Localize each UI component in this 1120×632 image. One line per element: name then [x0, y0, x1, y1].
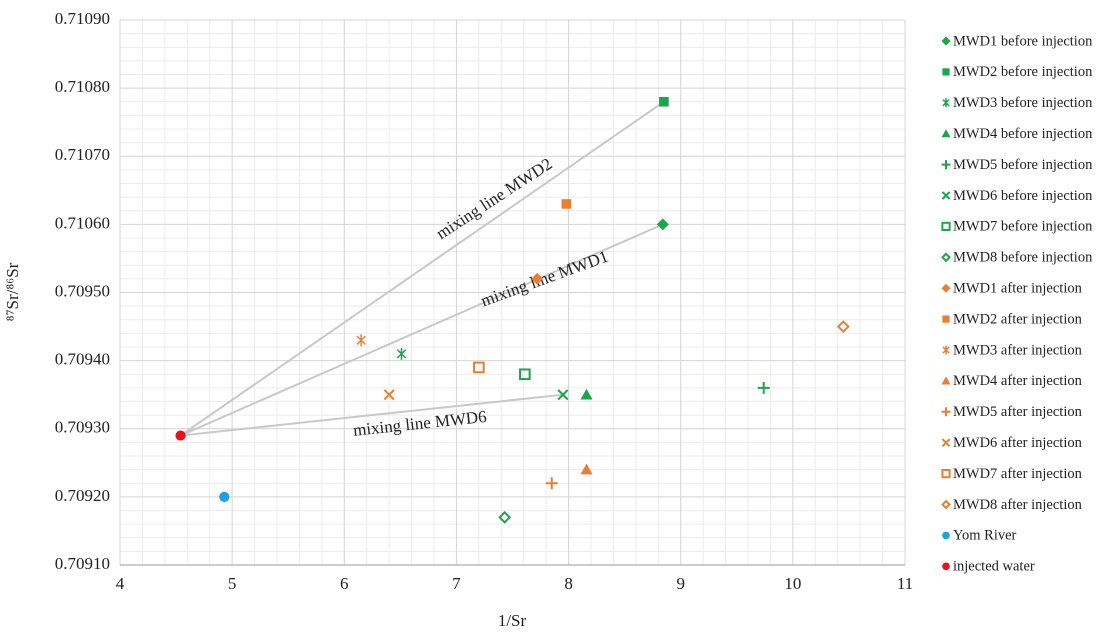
marker — [941, 160, 951, 170]
y-tick-label: 0.71090 — [55, 9, 110, 28]
marker — [659, 96, 669, 107]
marker — [383, 389, 395, 401]
marker — [941, 438, 951, 448]
marker — [941, 221, 951, 232]
y-tick-label: 0.70910 — [55, 554, 110, 573]
marker — [942, 562, 950, 571]
legend-label: MWD4 after injection — [953, 373, 1083, 389]
marker — [942, 345, 950, 355]
x-tick-label: 6 — [340, 574, 349, 593]
x-tick-label: 5 — [228, 574, 237, 593]
legend-label: MWD6 before injection — [953, 188, 1093, 204]
marker — [941, 129, 951, 138]
marker — [942, 98, 950, 108]
marker — [580, 463, 593, 475]
annotation: mixing line MWD2 — [433, 154, 556, 243]
legend-label: Yom River — [953, 528, 1017, 544]
marker — [941, 499, 951, 510]
mixing-line — [180, 223, 664, 437]
x-axis-title: 1/Sr — [498, 611, 527, 630]
legend-label: MWD1 before injection — [953, 33, 1093, 49]
y-tick-label: 0.71070 — [55, 145, 110, 164]
mixing-line — [180, 393, 564, 437]
marker — [941, 191, 951, 200]
mixing-line — [179, 100, 665, 437]
legend-label: MWD2 before injection — [953, 64, 1093, 80]
marker — [557, 389, 569, 401]
legend: MWD1 before injection MWD2 before injecti… — [941, 33, 1093, 575]
marker — [757, 381, 770, 394]
grid: 4 5 6 7 8 9 10 11 0.70910 0.70920 0.70930 0.70940 0.… — [55, 9, 913, 593]
marker — [941, 469, 951, 479]
marker — [941, 407, 951, 417]
x-tick-label: 7 — [452, 574, 461, 593]
legend-label: injected water — [953, 559, 1035, 575]
marker — [531, 272, 544, 285]
marker — [656, 218, 669, 231]
marker — [396, 347, 407, 360]
marker — [942, 531, 950, 540]
marker — [219, 491, 230, 502]
x-tick-label: 9 — [676, 574, 685, 593]
legend-label: MWD3 after injection — [953, 342, 1083, 358]
y-axis-title: ⁸⁷Sr/⁸⁶Sr — [3, 262, 22, 321]
y-tick-label: 0.70920 — [55, 486, 110, 505]
annotation: mixing line MWD6 — [352, 407, 487, 440]
marker — [356, 334, 366, 347]
legend-label: MWD8 before injection — [953, 250, 1093, 266]
x-tick-label: 11 — [897, 574, 913, 593]
legend-label: MWD5 after injection — [953, 404, 1083, 420]
marker — [941, 252, 951, 263]
marker — [941, 36, 951, 46]
x-tick-label: 10 — [784, 574, 801, 593]
legend-label: MWD7 before injection — [953, 219, 1093, 235]
marker — [942, 68, 950, 76]
y-tick-label: 0.70940 — [55, 350, 110, 369]
legend-label: MWD2 after injection — [953, 311, 1083, 327]
y-tick-label: 0.71060 — [55, 213, 110, 232]
legend-label: MWD6 after injection — [953, 435, 1083, 451]
legend-label: MWD3 before injection — [953, 95, 1093, 111]
legend-label: MWD4 before injection — [953, 126, 1093, 142]
marker — [561, 199, 572, 209]
y-tick-label: 0.70950 — [55, 281, 110, 300]
marker — [545, 477, 558, 490]
marker — [473, 361, 485, 374]
y-tick-label: 0.70930 — [55, 418, 110, 437]
marker — [941, 283, 951, 293]
marker — [498, 510, 512, 524]
legend-label: MWD8 after injection — [953, 497, 1083, 513]
legend-label: MWD7 after injection — [953, 466, 1083, 482]
marker — [519, 368, 531, 381]
y-tick-label: 0.71080 — [55, 77, 110, 96]
x-tick-label: 8 — [564, 574, 573, 593]
legend-label: MWD5 before injection — [953, 157, 1093, 173]
marker — [580, 388, 593, 400]
x-tick-label: 4 — [116, 574, 125, 593]
marker — [175, 430, 186, 441]
marker — [941, 376, 951, 385]
plot — [175, 96, 850, 524]
marker — [942, 315, 950, 323]
marker — [836, 320, 850, 333]
legend-label: MWD1 after injection — [953, 281, 1083, 297]
